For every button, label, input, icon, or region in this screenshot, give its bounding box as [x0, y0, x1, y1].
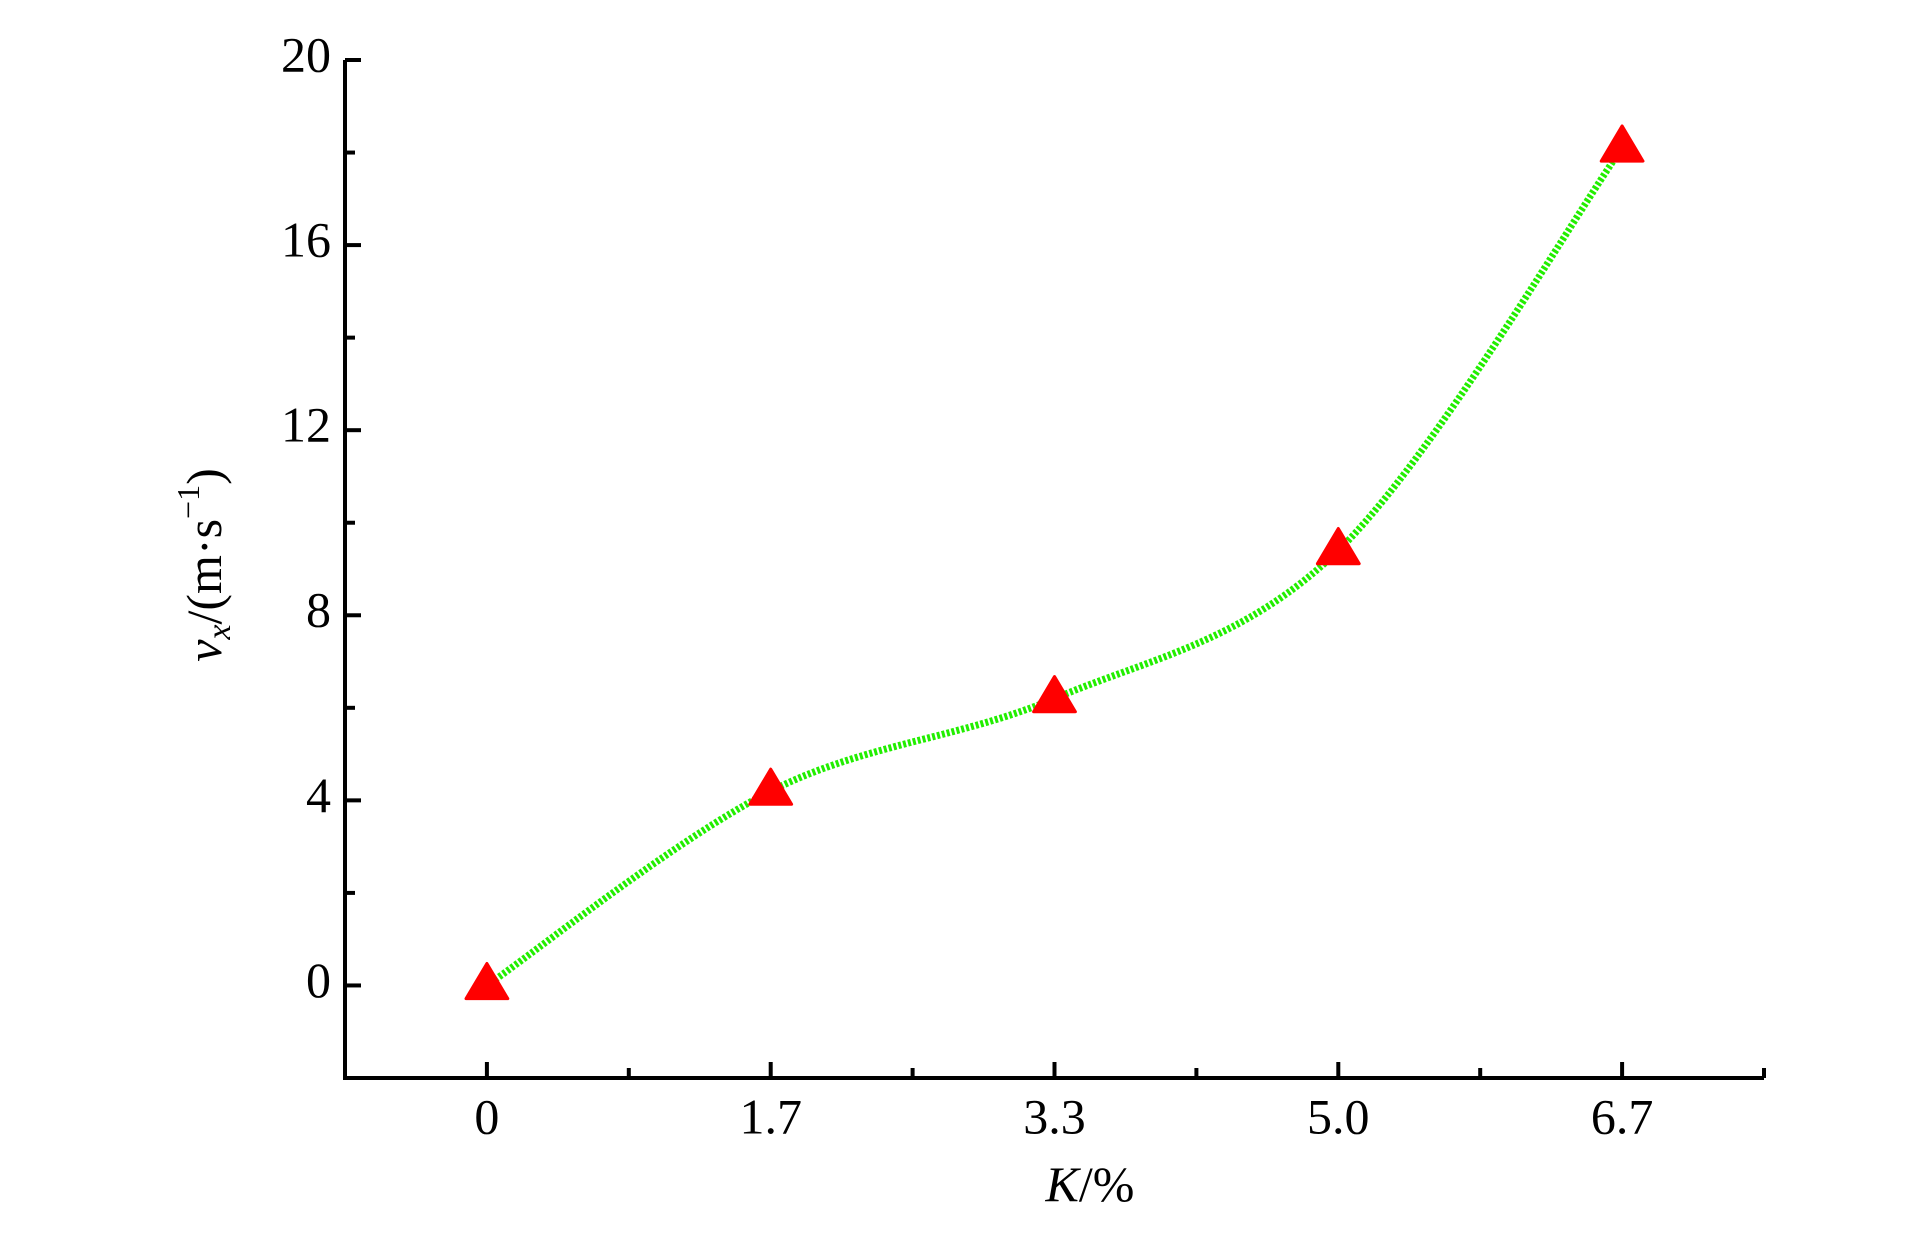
- x-tick-label: 6.7: [1591, 1088, 1654, 1144]
- triangle-marker: [464, 961, 510, 1001]
- x-tick-label: 3.3: [1023, 1088, 1086, 1144]
- x-tick-label: 1.7: [739, 1088, 802, 1144]
- y-axis-label: vx/(m·s−1): [170, 468, 237, 662]
- x-label-unit: /%: [1079, 1156, 1135, 1212]
- triangle-marker: [748, 767, 794, 806]
- x-label-var: K: [1045, 1156, 1082, 1212]
- x-tick-label: 0: [474, 1088, 499, 1144]
- series-line: [484, 145, 1625, 989]
- y-tick-label: 0: [306, 952, 331, 1008]
- y-tick-label: 4: [306, 767, 331, 823]
- y-tick-label: 20: [281, 26, 331, 82]
- y-tick-label: 16: [281, 212, 331, 268]
- triangle-marker: [1032, 675, 1077, 714]
- y-tick-label: 8: [306, 582, 331, 638]
- y-tick-label: 12: [281, 397, 331, 453]
- triangle-marker: [1599, 124, 1645, 163]
- x-axis-label: K/%: [1045, 1156, 1135, 1212]
- y-label-sub: x: [201, 624, 238, 640]
- y-label-unit: /(m·s: [176, 519, 232, 625]
- x-tick-label: 5.0: [1307, 1088, 1370, 1144]
- y-label-close: ): [176, 468, 232, 485]
- triangle-marker: [1315, 526, 1361, 566]
- y-label-var: v: [176, 639, 232, 662]
- y-label-sup: −1: [170, 485, 206, 519]
